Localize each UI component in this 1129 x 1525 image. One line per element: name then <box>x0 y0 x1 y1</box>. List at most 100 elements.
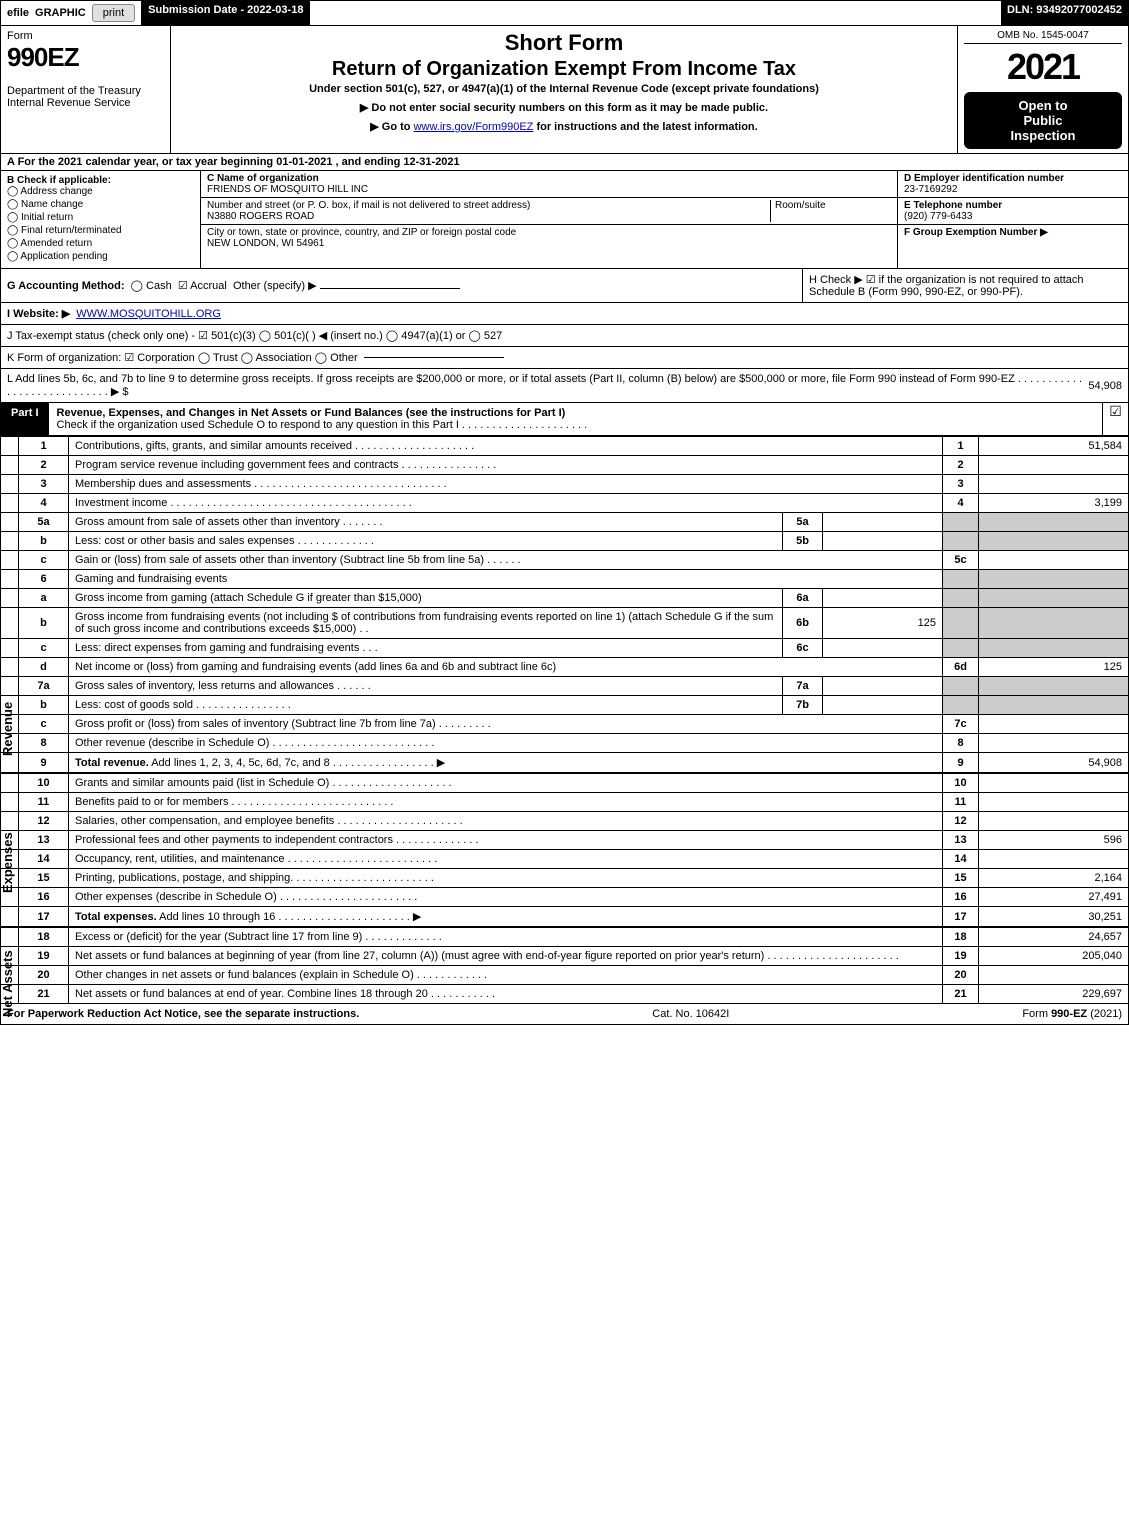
part1-header: Part I Revenue, Expenses, and Changes in… <box>0 403 1129 436</box>
shade-cell <box>979 532 1129 551</box>
shade-cell <box>979 589 1129 608</box>
line-row: 9Total revenue. Add lines 1, 2, 3, 4, 5c… <box>1 753 1129 773</box>
line-row: 6Gaming and fundraising events <box>1 570 1129 589</box>
part1-tab: Part I <box>1 403 49 435</box>
line-desc: Occupancy, rent, utilities, and maintena… <box>69 850 943 869</box>
gh-row: G Accounting Method: ◯ Cash ☑ Accrual Ot… <box>0 269 1129 303</box>
chk-final[interactable]: ◯ Final return/terminated <box>7 225 194 236</box>
h-cell: H Check ▶ ☑ if the organization is not r… <box>802 269 1128 302</box>
line-number: c <box>19 639 69 658</box>
line-num-right: 14 <box>943 850 979 869</box>
irs-label: Internal Revenue Service <box>7 97 131 109</box>
efile-text: efile <box>7 7 29 19</box>
line-value: 27,491 <box>979 888 1129 907</box>
line-value: 30,251 <box>979 907 1129 927</box>
line-row: 15Printing, publications, postage, and s… <box>1 869 1129 888</box>
g-label: G Accounting Method: <box>7 280 125 292</box>
line-number: 13 <box>19 831 69 850</box>
bcd-grid: B Check if applicable: ◯ Address change … <box>0 171 1129 269</box>
c-city-lbl: City or town, state or province, country… <box>207 227 516 238</box>
part1-checkbox[interactable]: ☑ <box>1102 403 1128 435</box>
h-text: H Check ▶ ☑ if the organization is not r… <box>809 274 1084 298</box>
line-number: c <box>19 551 69 570</box>
j-text: J Tax-exempt status (check only one) - ☑… <box>7 329 502 342</box>
shade-cell <box>943 696 979 715</box>
line-desc: Grants and similar amounts paid (list in… <box>69 774 943 793</box>
line-desc: Gain or (loss) from sale of assets other… <box>69 551 943 570</box>
line-num-right: 16 <box>943 888 979 907</box>
arrow-goto-post: for instructions and the latest informat… <box>536 121 757 133</box>
line-row: 16Other expenses (describe in Schedule O… <box>1 888 1129 907</box>
line-number: 15 <box>19 869 69 888</box>
i-row: I Website: ▶ WWW.MOSQUITOHILL.ORG <box>0 303 1129 325</box>
line-num-right: 3 <box>943 475 979 494</box>
arrow-goto-pre: ▶ Go to <box>370 121 413 133</box>
footer: For Paperwork Reduction Act Notice, see … <box>0 1004 1129 1025</box>
shade-cell <box>979 696 1129 715</box>
subtitle: Under section 501(c), 527, or 4947(a)(1)… <box>179 83 949 95</box>
line-row: dNet income or (loss) from gaming and fu… <box>1 658 1129 677</box>
line-number: b <box>19 532 69 551</box>
i-label: I Website: ▶ <box>7 307 70 320</box>
line-num-right: 20 <box>943 966 979 985</box>
line-desc: Gross amount from sale of assets other t… <box>69 513 783 532</box>
line-desc: Net income or (loss) from gaming and fun… <box>69 658 943 677</box>
g-cell: G Accounting Method: ◯ Cash ☑ Accrual Ot… <box>7 279 796 292</box>
line-value: 3,199 <box>979 494 1129 513</box>
line-number: 21 <box>19 985 69 1004</box>
line-number: 20 <box>19 966 69 985</box>
line-number: 10 <box>19 774 69 793</box>
expenses-table: 10Grants and similar amounts paid (list … <box>0 773 1129 927</box>
line-desc: Gross sales of inventory, less returns a… <box>69 677 783 696</box>
line-number: 6 <box>19 570 69 589</box>
chk-address[interactable]: ◯ Address change <box>7 186 194 197</box>
line-row: 2Program service revenue including gover… <box>1 456 1129 475</box>
line-value: 596 <box>979 831 1129 850</box>
g-other[interactable]: Other (specify) ▶ <box>233 280 317 292</box>
website-link[interactable]: WWW.MOSQUITOHILL.ORG <box>76 308 221 320</box>
k-row: K Form of organization: ☑ Corporation ◯ … <box>0 347 1129 369</box>
arrow-ssn: ▶ Do not enter social security numbers o… <box>360 102 768 114</box>
subline-box: 5b <box>783 532 823 551</box>
line-number: 17 <box>19 907 69 927</box>
line-row: 21Net assets or fund balances at end of … <box>1 985 1129 1004</box>
room-suite-lbl: Room/suite <box>771 200 891 222</box>
tax-year: 2021 <box>964 46 1122 88</box>
line-row: bLess: cost or other basis and sales exp… <box>1 532 1129 551</box>
line-value <box>979 812 1129 831</box>
g-cash[interactable]: Cash <box>146 280 172 292</box>
line-value: 51,584 <box>979 437 1129 456</box>
line-row: 8Other revenue (describe in Schedule O) … <box>1 734 1129 753</box>
line-num-right: 7c <box>943 715 979 734</box>
shade-cell <box>979 608 1129 639</box>
line-row: cGross profit or (loss) from sales of in… <box>1 715 1129 734</box>
print-button[interactable]: print <box>92 4 135 22</box>
footer-right: Form 990-EZ (2021) <box>1022 1008 1122 1020</box>
chk-initial[interactable]: ◯ Initial return <box>7 212 194 223</box>
line-number: 4 <box>19 494 69 513</box>
dln: DLN: 93492077002452 <box>1001 1 1128 25</box>
line-desc: Gaming and fundraising events <box>69 570 943 589</box>
line-value: 24,657 <box>979 928 1129 947</box>
chk-amended[interactable]: ◯ Amended return <box>7 238 194 249</box>
open-line2: Public <box>1023 113 1062 128</box>
shade-cell <box>979 677 1129 696</box>
line-a: A For the 2021 calendar year, or tax yea… <box>0 154 1129 171</box>
line-num-right: 12 <box>943 812 979 831</box>
revenue-table: 1Contributions, gifts, grants, and simil… <box>0 436 1129 773</box>
line-number: 8 <box>19 734 69 753</box>
subline-val <box>823 589 943 608</box>
line-number: 9 <box>19 753 69 773</box>
chk-name[interactable]: ◯ Name change <box>7 199 194 210</box>
irs-link[interactable]: www.irs.gov/Form990EZ <box>414 121 534 133</box>
c-name-lbl: C Name of organization <box>207 173 319 184</box>
line-desc: Gross income from gaming (attach Schedul… <box>69 589 783 608</box>
line-num-right: 11 <box>943 793 979 812</box>
line-a-mid: , and ending <box>336 156 404 168</box>
chk-pending[interactable]: ◯ Application pending <box>7 251 194 262</box>
line-number: 19 <box>19 947 69 966</box>
line-desc: Salaries, other compensation, and employ… <box>69 812 943 831</box>
g-accrual[interactable]: Accrual <box>190 280 227 292</box>
j-row: J Tax-exempt status (check only one) - ☑… <box>0 325 1129 347</box>
line-value: 125 <box>979 658 1129 677</box>
